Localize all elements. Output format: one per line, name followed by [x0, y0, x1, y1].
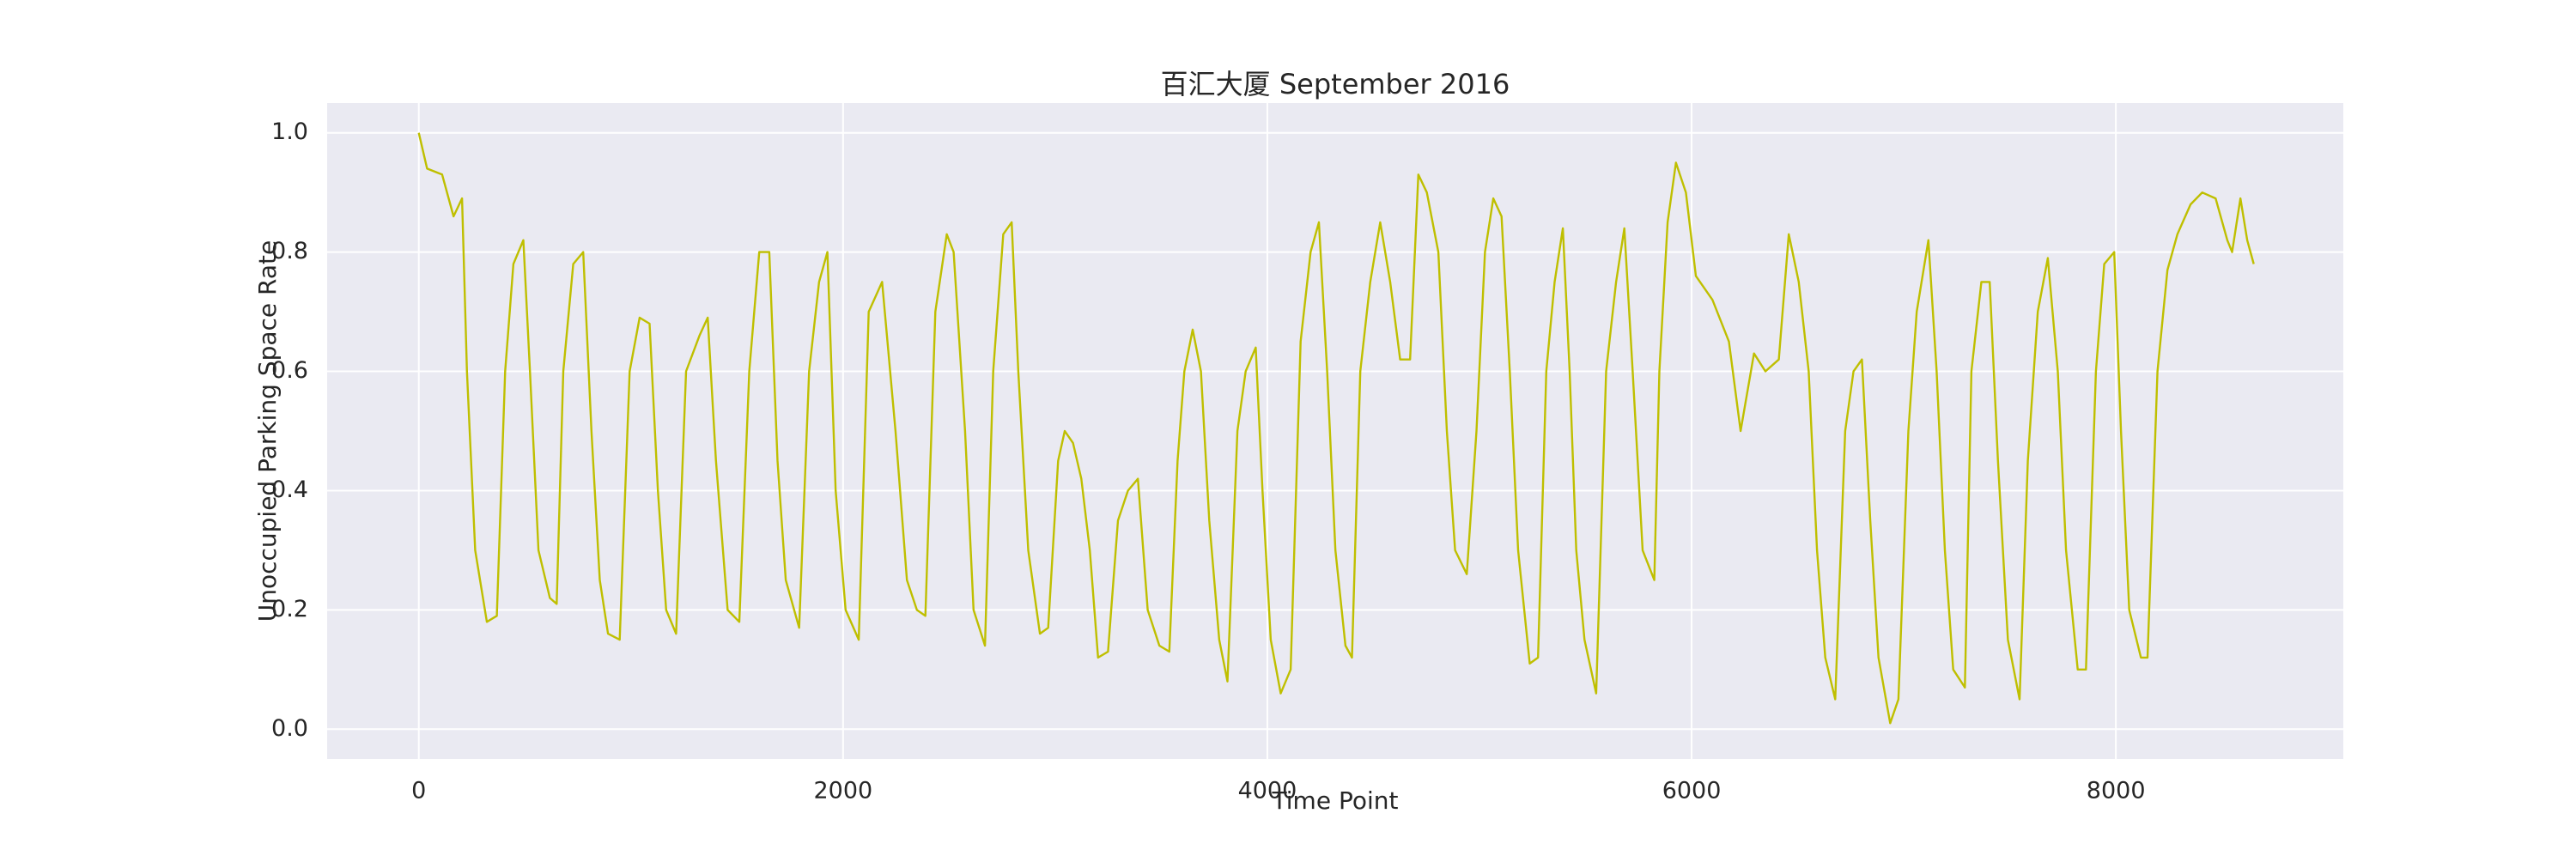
y-tick-label: 0.2 [271, 596, 308, 622]
y-tick-label: 0.8 [271, 238, 308, 264]
x-tick-label: 2000 [813, 778, 872, 804]
x-axis-label: Time Point [1272, 786, 1399, 815]
data-line [417, 132, 2255, 725]
y-tick-label: 1.0 [271, 118, 308, 145]
y-tick-label: 0.6 [271, 357, 308, 384]
plot-background [327, 103, 2343, 759]
x-tick-label: 4000 [1238, 778, 1297, 804]
x-tick-label: 0 [411, 778, 426, 804]
y-tick-label: 0.4 [271, 477, 308, 503]
chart-title: 百汇大厦 September 2016 [1161, 68, 1510, 100]
x-tick-label: 8000 [2087, 778, 2146, 804]
y-tick-label: 0.0 [271, 715, 308, 742]
x-tick-label: 6000 [1662, 778, 1722, 804]
y-axis-label: Unoccupied Parking Space Rate [253, 240, 282, 622]
